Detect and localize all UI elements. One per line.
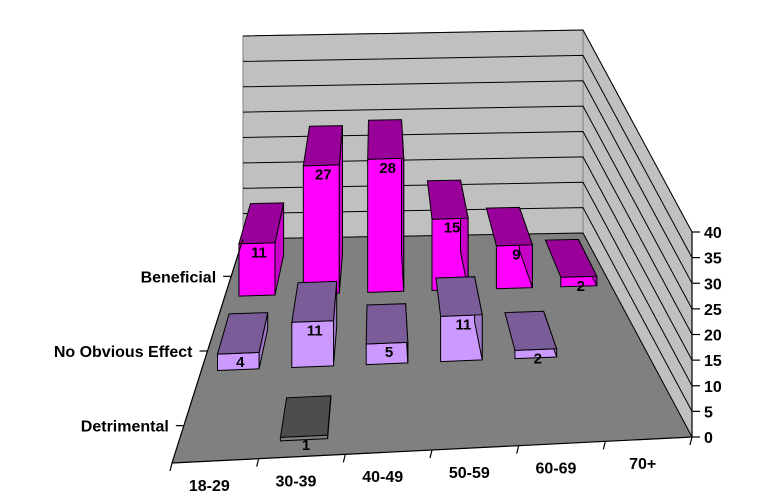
data-label: 2 xyxy=(534,351,542,368)
bar-top-face xyxy=(485,206,534,247)
data-label: 5 xyxy=(385,344,393,361)
bar: 9 xyxy=(485,206,534,290)
gridline xyxy=(242,156,693,361)
bar-top-face xyxy=(365,303,409,345)
x-tick-mark xyxy=(169,462,173,472)
bar: 11 xyxy=(291,280,338,369)
bar: 4 xyxy=(216,312,269,371)
bar-front-face xyxy=(367,157,405,293)
bar: 1 xyxy=(279,395,332,454)
bar-top-face xyxy=(291,280,338,323)
bar-top-face xyxy=(238,202,285,245)
x-tick-mark xyxy=(342,454,346,463)
x-tick-mark xyxy=(516,445,520,454)
y-tick-label: 15 xyxy=(704,353,722,370)
data-label: 28 xyxy=(379,160,396,177)
bar-top-face xyxy=(302,125,344,167)
gridline xyxy=(242,54,693,258)
bar: 28 xyxy=(367,119,405,293)
bar-top-face xyxy=(426,179,469,220)
bar: 11 xyxy=(238,202,285,297)
y-tick-label: 10 xyxy=(704,379,722,396)
x-tick-label: 50-59 xyxy=(449,465,490,482)
bar-front-face xyxy=(302,164,340,295)
bar-top-face xyxy=(504,310,558,351)
x-tick-label: 18-29 xyxy=(189,478,230,495)
gridline xyxy=(242,207,693,412)
data-label: 27 xyxy=(315,166,332,183)
y-tick-label: 25 xyxy=(704,302,722,319)
x-tick-mark xyxy=(429,449,433,459)
bar-top-face xyxy=(216,312,269,355)
data-label: 11 xyxy=(307,322,323,339)
y-tick-label: 20 xyxy=(704,328,722,345)
bar-top-face xyxy=(367,119,405,160)
bar: 15 xyxy=(426,179,469,292)
x-tick-mark xyxy=(602,441,606,450)
bar-top-face xyxy=(435,276,483,317)
x-tick-label: 60-69 xyxy=(536,461,577,478)
series-label: Beneficial xyxy=(141,269,217,286)
gridline xyxy=(242,80,693,284)
x-tick-mark xyxy=(689,436,693,446)
y-tick-label: 35 xyxy=(704,251,722,268)
gridline xyxy=(242,105,693,310)
y-tick-label: 0 xyxy=(704,430,713,447)
x-tick-label: 40-49 xyxy=(362,469,403,486)
bar-top-face xyxy=(544,238,598,278)
x-tick-mark xyxy=(256,458,260,467)
data-label: 11 xyxy=(455,317,471,334)
data-label: 11 xyxy=(251,244,267,261)
gridline xyxy=(242,29,693,233)
data-label: 1 xyxy=(302,437,310,454)
bar: 2 xyxy=(544,238,598,295)
y-tick-label: 30 xyxy=(704,276,722,293)
chart-bars: 11 27 28 15 9 2 4 11 5 11 2 1 xyxy=(216,119,598,454)
data-label: 15 xyxy=(444,220,461,237)
bar: 5 xyxy=(365,303,409,366)
gridline xyxy=(242,130,693,335)
series-label: Detrimental xyxy=(81,419,169,436)
data-label: 4 xyxy=(236,354,245,371)
x-tick-label: 70+ xyxy=(629,456,656,473)
y-tick-label: 5 xyxy=(704,404,713,421)
y-tick-label: 40 xyxy=(704,225,722,242)
bar-top-face xyxy=(279,395,332,438)
bar: 11 xyxy=(435,276,483,363)
gridline xyxy=(242,232,693,438)
x-tick-label: 30-39 xyxy=(276,474,317,491)
data-label: 2 xyxy=(577,278,585,295)
gridline xyxy=(242,181,693,387)
bar: 2 xyxy=(504,310,558,368)
bar: 27 xyxy=(302,125,344,295)
data-label: 9 xyxy=(512,246,520,263)
series-label: No Obvious Effect xyxy=(54,344,193,361)
